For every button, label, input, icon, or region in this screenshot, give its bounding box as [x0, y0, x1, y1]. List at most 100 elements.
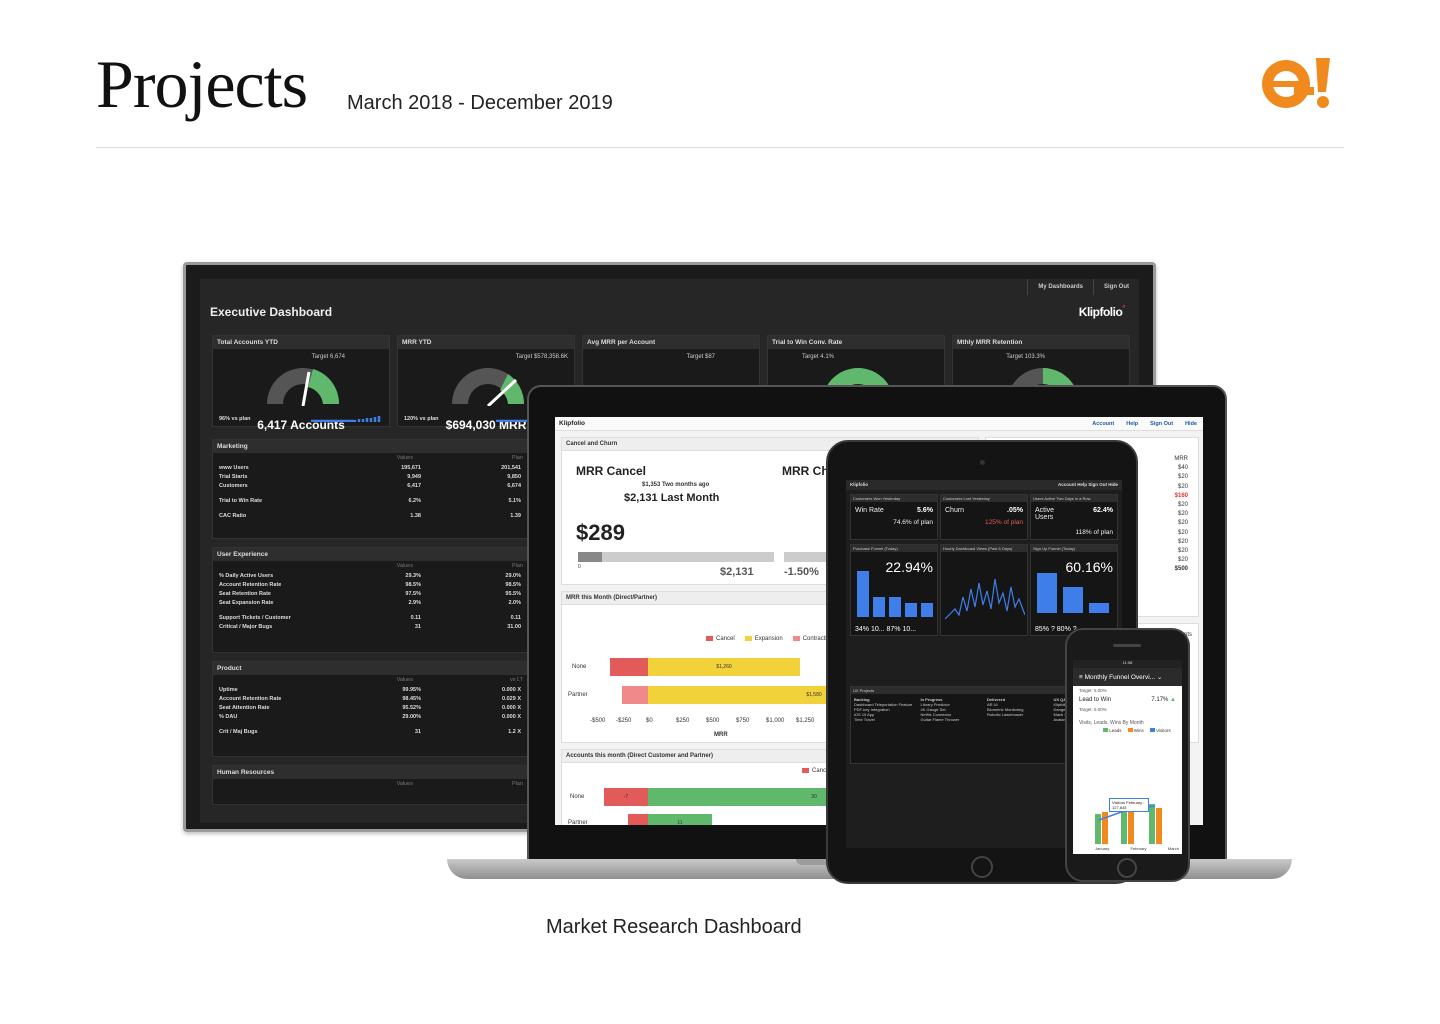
- bar-cancel: -7: [604, 788, 648, 806]
- tick-label: -$500: [590, 718, 606, 724]
- x-axis: January February March: [1095, 846, 1179, 851]
- chevron-down-icon[interactable]: ⌄: [1155, 674, 1163, 681]
- row-label: Crit / Maj Bugs: [219, 728, 258, 735]
- row-value: 97.5%: [405, 590, 421, 597]
- list-value: $20: [1177, 529, 1188, 536]
- kpi-value: 5.6%: [917, 507, 933, 514]
- lead-value-text: 7.17%: [1151, 697, 1169, 703]
- sign-out-link[interactable]: Sign Out: [1150, 421, 1174, 427]
- row-label: Support Tickets / Customer: [219, 614, 291, 621]
- row-label: Trial Starts: [219, 473, 248, 480]
- list-value: $20: [1177, 557, 1188, 564]
- card[interactable]: PDF-key Integration: [854, 707, 890, 712]
- bullet-target: $2,131: [720, 566, 754, 578]
- table-row: Crit / Maj Bugs 31 1.2 X: [213, 727, 527, 736]
- lead-label: Lead to Win: [1079, 697, 1112, 703]
- card[interactable]: Library Predictor: [920, 702, 950, 707]
- card[interactable]: 4K Gauge Set: [920, 707, 946, 712]
- phone-screen: 11:58 ≡ Monthly Funnel Overvi... ⌄ Targe…: [1073, 660, 1182, 854]
- kpi-title: Users Active Two Days in a Row: [1031, 495, 1117, 502]
- list-value: $160: [1174, 492, 1188, 499]
- card[interactable]: iOS 10 App: [854, 712, 875, 717]
- chart-big-value: 22.94%: [885, 559, 933, 575]
- help-link[interactable]: Help: [1126, 421, 1139, 427]
- chart-foot: 85% ? 80% ?: [1035, 626, 1077, 633]
- panel-title: User Experience: [213, 548, 527, 561]
- home-button[interactable]: [1117, 858, 1137, 878]
- panel-user-experience: User Experience Values Plan % Daily Activ…: [212, 547, 528, 653]
- my-dashboards-link[interactable]: My Dashboards: [1027, 279, 1093, 295]
- tick-label: January: [1095, 846, 1110, 851]
- row-label: Account Retention Rate: [219, 695, 282, 702]
- row-value: 2.9%: [408, 599, 421, 606]
- board-title: UX Projects: [851, 687, 1117, 694]
- sign-out-link[interactable]: Sign Out: [1093, 279, 1139, 295]
- menu-icon[interactable]: ≡: [1079, 674, 1085, 681]
- kpi-title: MRR YTD: [398, 336, 574, 349]
- kpi-foot: 96% vs plan: [219, 416, 251, 422]
- row-value: 9,949: [407, 473, 421, 480]
- tick-label: February: [1130, 846, 1147, 851]
- card[interactable]: AR UI: [987, 702, 998, 707]
- lead-value: 7.17% ▲: [1151, 697, 1176, 703]
- bullet-bar-2: [784, 552, 844, 562]
- row-label: Account Retention Rate: [219, 581, 282, 588]
- kpi-plan: 125% of plan: [985, 519, 1023, 526]
- card[interactable]: Robotic Lawnmower: [987, 712, 1024, 717]
- x-axis: -$500 -$250 $0 $250 $500 $750 $1,000 $1,…: [590, 718, 846, 724]
- table-row: Trial Starts 9,949 9,850: [213, 472, 527, 481]
- kpi-target: Target 103.3%: [1006, 354, 1045, 360]
- bar-new: 11: [648, 814, 712, 825]
- row-label: Seat Attention Rate: [219, 704, 270, 711]
- list-value: $20: [1177, 547, 1188, 554]
- panel-title: Product: [213, 662, 527, 675]
- card[interactable]: Avatar sync: [1053, 717, 1075, 722]
- col-values: Values: [396, 781, 413, 787]
- tick-label: $500: [706, 718, 720, 724]
- col-plan: Plan: [511, 781, 523, 787]
- tablet-nav-links[interactable]: Account Help Sign Out Hide: [1057, 482, 1118, 487]
- chart-title: Hourly Dashboard Views (Past 6 Days): [941, 545, 1027, 552]
- row-label: Seat Retention Rate: [219, 590, 271, 597]
- laptop-nav: Account Help Sign Out Hide: [555, 417, 1203, 431]
- tick-label: -$250: [616, 718, 632, 724]
- home-button[interactable]: [971, 856, 993, 878]
- row-value: 98.5%: [405, 581, 421, 588]
- tick-label: March: [1167, 846, 1179, 851]
- churn-pct: -1.50%: [784, 566, 819, 578]
- dashboard-title: Executive Dashboard: [210, 305, 333, 319]
- card[interactable]: Guitar Flame Thrower: [920, 717, 960, 722]
- list-value: $20: [1177, 474, 1188, 481]
- account-link[interactable]: Account: [1092, 421, 1115, 427]
- row-label: Seat Expansion Rate: [219, 599, 274, 606]
- chart-legend: Cancel Expansion Contraction: [706, 636, 833, 642]
- list-total: $500: [1174, 566, 1188, 573]
- kpi-title: Trial to Win Conv. Rate: [768, 336, 944, 349]
- bar-cancel: [628, 814, 648, 825]
- kpi-title: Mthly MRR Retention: [953, 336, 1129, 349]
- kpi-title: Customers Lost Yesterday: [941, 495, 1027, 502]
- kpi-plan: 118% of plan: [1075, 529, 1113, 536]
- panel-product: Product Values vs LT Uptime 99.95% 0.000 X …: [212, 661, 528, 757]
- card[interactable]: Biometric Monitoring: [987, 707, 1024, 712]
- row-value: 95.52%: [402, 704, 421, 711]
- x-axis-title: MRR: [714, 732, 728, 738]
- kpi-name: Win Rate: [855, 507, 884, 514]
- page-title: Projects: [96, 46, 308, 122]
- card[interactable]: Netflix Connector: [920, 712, 952, 717]
- panel-head: Values Plan: [213, 779, 527, 789]
- row-label: Customers: [219, 482, 248, 489]
- table-row: Trial to Win Rate 6.2% 5.1%: [213, 496, 527, 505]
- card[interactable]: Dashboard Teleportation Feature: [854, 702, 913, 707]
- board-column: Delivered AR UI Biometric Monitoring Roboti…: [987, 697, 1048, 722]
- list-value: $20: [1177, 511, 1188, 518]
- dashboard-select[interactable]: Monthly Funnel Overvi...: [1084, 674, 1156, 681]
- chart-legend: Leads Wins Visitors: [1073, 728, 1182, 733]
- hide-link[interactable]: Hide: [1185, 421, 1197, 427]
- klipfolio-logo: Klipfolio: [1079, 304, 1125, 319]
- row-plan: 29.0%: [505, 572, 521, 579]
- card[interactable]: Time Travel: [854, 717, 875, 722]
- mrr-churn-title: MRR Chu: [782, 464, 836, 478]
- chart-title: Purchase Funnel (Today): [851, 545, 937, 552]
- row-plan: 0.11: [510, 614, 521, 621]
